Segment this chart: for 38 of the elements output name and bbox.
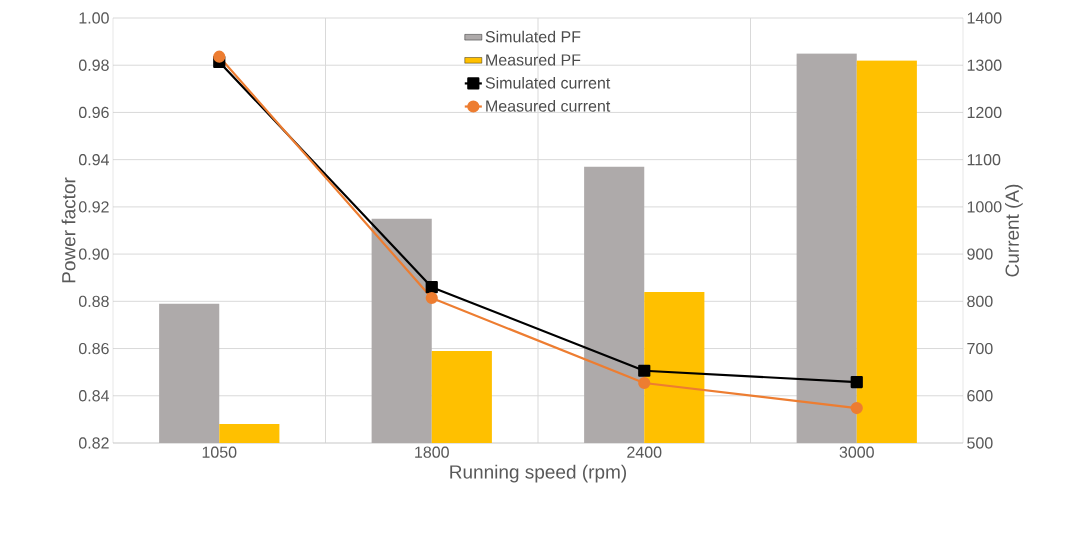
y-axis-title: Power factor bbox=[61, 177, 76, 283]
y-tick-label: 0.82 bbox=[78, 437, 109, 449]
y-tick-label: 0.94 bbox=[78, 154, 109, 166]
x-tick-label: 1050 bbox=[202, 446, 237, 458]
x-tick-label: 2400 bbox=[627, 446, 662, 458]
point bbox=[638, 364, 651, 377]
y-tick-label: 0.88 bbox=[78, 295, 109, 307]
y-tick-label: 0.92 bbox=[78, 201, 109, 213]
y2-tick-label: 1200 bbox=[967, 106, 1002, 119]
y2-tick-label: 1400 bbox=[967, 12, 1002, 24]
y2-tick-label: 1100 bbox=[967, 154, 1001, 166]
x-tick-label: 3000 bbox=[839, 446, 874, 458]
y2-axis-title: Current (A) bbox=[1005, 184, 1023, 277]
legend-label: Simulated PF bbox=[485, 30, 581, 43]
point bbox=[850, 375, 863, 389]
y2-tick-label: 1000 bbox=[967, 201, 1002, 213]
y2-tick-label: 500 bbox=[967, 437, 993, 449]
point bbox=[213, 50, 226, 63]
legend-label: Measured current bbox=[486, 99, 611, 112]
point bbox=[425, 281, 438, 294]
y-tick-label: 1.00 bbox=[79, 12, 109, 24]
point bbox=[850, 401, 863, 415]
legend-label: Simulated current bbox=[485, 76, 611, 89]
y2-tick-label: 600 bbox=[967, 390, 993, 402]
y-tick-label: 0.86 bbox=[78, 342, 109, 355]
y2-tick-label: 900 bbox=[967, 248, 993, 260]
point bbox=[638, 376, 651, 390]
y2-tick-label: 800 bbox=[967, 295, 993, 307]
y-tick-label: 0.90 bbox=[78, 248, 109, 260]
y2-tick-label: 1300 bbox=[967, 59, 1002, 71]
point bbox=[425, 291, 438, 305]
y-tick-label: 0.84 bbox=[78, 390, 109, 402]
y-tick-label: 0.96 bbox=[78, 106, 109, 119]
x-axis-title: Running speed (rpm) bbox=[450, 464, 627, 483]
y-tick-label: 0.98 bbox=[78, 59, 109, 71]
x-tick-label: 1800 bbox=[415, 446, 449, 458]
y2-tick-label: 700 bbox=[967, 342, 993, 355]
legend-label: Measured PF bbox=[486, 53, 581, 66]
